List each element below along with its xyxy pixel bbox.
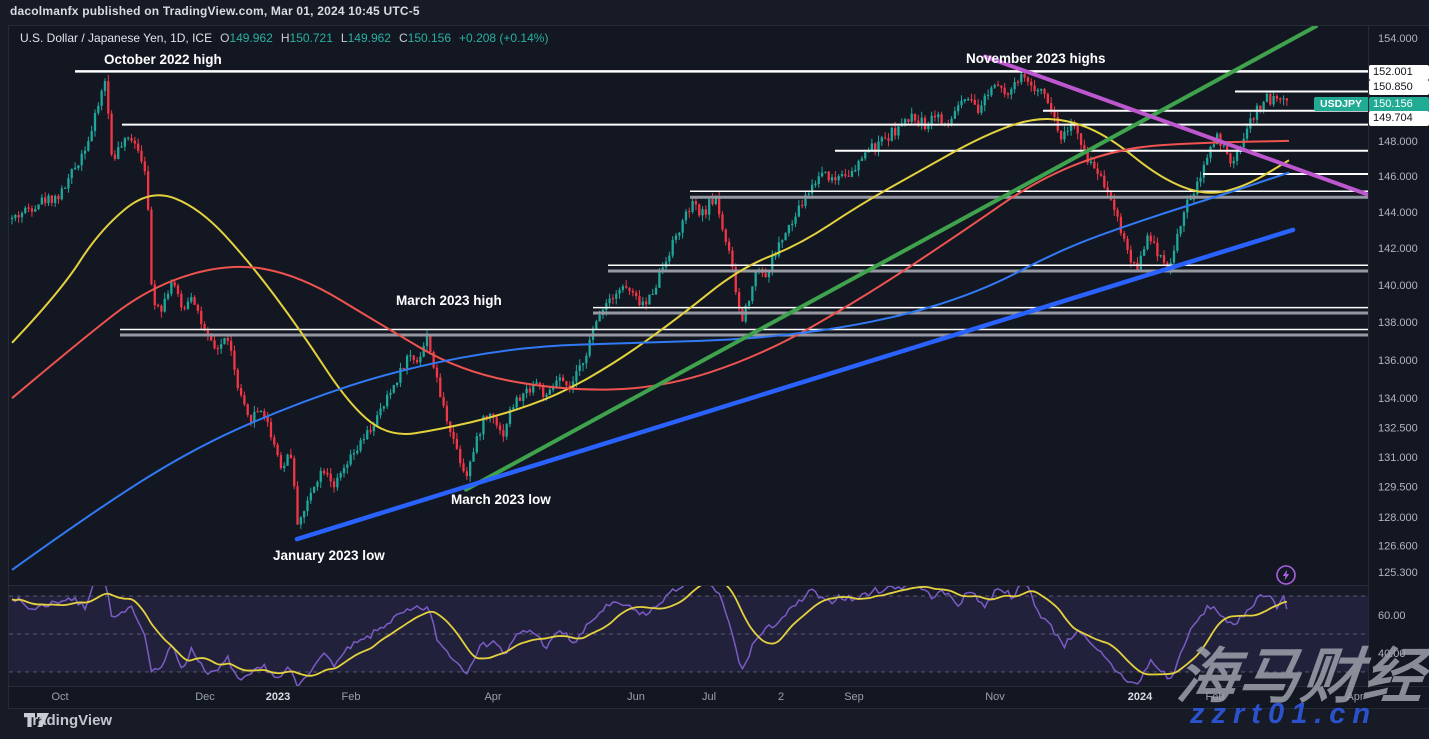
annotation-october-2022-high[interactable]: October 2022 high (104, 52, 222, 67)
open-value: 149.962 (229, 31, 273, 45)
time-tick-2: 2 (778, 691, 784, 703)
indicator-tick: 40.00 (1378, 648, 1406, 660)
close-label: C (398, 31, 408, 45)
price-tick: 142.000 (1378, 243, 1418, 255)
symbol-title: U.S. Dollar / Japanese Yen, 1D, ICE (20, 31, 213, 45)
price-tick: 148.000 (1378, 136, 1418, 148)
ticker-badge: USDJPY (1313, 97, 1368, 111)
price-tick: 126.600 (1378, 540, 1418, 552)
time-tick-Jun: Jun (627, 691, 645, 703)
tradingview-attribution[interactable]: TradingView (24, 712, 112, 729)
annotation-january-2023-low[interactable]: January 2023 low (273, 548, 385, 563)
time-axis[interactable]: Oct Dec 2023 Feb Apr Jun Jul 2 Sep Nov 2024 Feb Apr (51, 691, 1363, 703)
high-label: H (280, 31, 290, 45)
price-pane[interactable] (10, 25, 1371, 571)
time-tick-Dec: Dec (195, 691, 215, 703)
time-tick-Oct: Oct (51, 691, 68, 703)
price-tick: 154.000 (1378, 33, 1418, 45)
price-axis[interactable]: 154.000 148.000 146.000 144.000 142.000 140.0… (1378, 33, 1418, 660)
low-label: L (340, 31, 348, 45)
time-tick-Apr: Apr (484, 691, 501, 703)
price-label-149-704: 149.704 (1369, 111, 1429, 126)
ma-slow-blue (11, 171, 1290, 571)
close-value: 150.156 (407, 31, 452, 45)
candles (10, 72, 1289, 529)
key-levels[interactable] (75, 70, 1371, 337)
time-tick-Apr: Apr (1346, 691, 1363, 703)
watermark-domain: zzrt01.cn (1190, 698, 1378, 730)
quick-trade-button[interactable] (1274, 563, 1298, 587)
price-tick: 144.000 (1378, 207, 1418, 219)
price-tick: 136.000 (1378, 355, 1418, 367)
price-tick: 132.500 (1378, 422, 1418, 434)
price-tick: 138.000 (1378, 317, 1418, 329)
price-tick: 140.000 (1378, 280, 1418, 292)
price-tick: 128.000 (1378, 512, 1418, 524)
change-value: +0.208 (+0.14%) (459, 31, 549, 45)
lightning-icon (1276, 565, 1296, 585)
time-tick-2024: 2024 (1128, 691, 1153, 703)
price-tick: 131.000 (1378, 452, 1418, 464)
indicator-signal-line (11, 586, 1288, 677)
price-label-152-001: 152.001 (1369, 65, 1429, 80)
trendline-downtrend-from-november-2023[interactable] (983, 54, 1371, 197)
price-tick: 129.500 (1378, 482, 1418, 494)
price-label-150-850: 150.850 (1369, 80, 1429, 95)
low-value: 149.962 (347, 31, 391, 45)
time-tick-Nov: Nov (985, 691, 1005, 703)
high-value: 150.721 (289, 31, 333, 45)
time-tick-Feb: Feb (342, 691, 361, 703)
annotation-march-2023-low[interactable]: March 2023 low (451, 492, 551, 507)
indicator-pane[interactable] (9, 572, 1368, 687)
trendline-uptrend-from-march-2023-low[interactable] (464, 25, 1318, 492)
price-tick: 146.000 (1378, 171, 1418, 183)
time-tick-Jul: Jul (702, 691, 716, 703)
time-tick-2023: 2023 (266, 691, 290, 703)
time-tick-Feb: Feb (1206, 691, 1225, 703)
published-byline: dacolmanfx published on TradingView.com,… (10, 4, 420, 18)
time-tick-Sep: Sep (844, 691, 864, 703)
annotation-november-2023-highs[interactable]: November 2023 highs (966, 51, 1106, 66)
open-label: O (220, 31, 230, 45)
ma-mid-red (11, 139, 1290, 399)
price-tick: 134.000 (1378, 393, 1418, 405)
annotation-march-2023-high[interactable]: March 2023 high (396, 293, 502, 308)
indicator-main-line (11, 586, 1288, 686)
last-price-label: 150.156 (1369, 97, 1429, 112)
trendline-uptrend-from-january-2023-low[interactable] (294, 227, 1296, 542)
symbol-legend[interactable]: U.S. Dollar / Japanese Yen, 1D, ICE O149.… (20, 31, 548, 45)
price-tick: 125.300 (1378, 567, 1418, 579)
tradingview-logo-icon (24, 713, 49, 727)
indicator-tick: 60.00 (1378, 610, 1406, 622)
